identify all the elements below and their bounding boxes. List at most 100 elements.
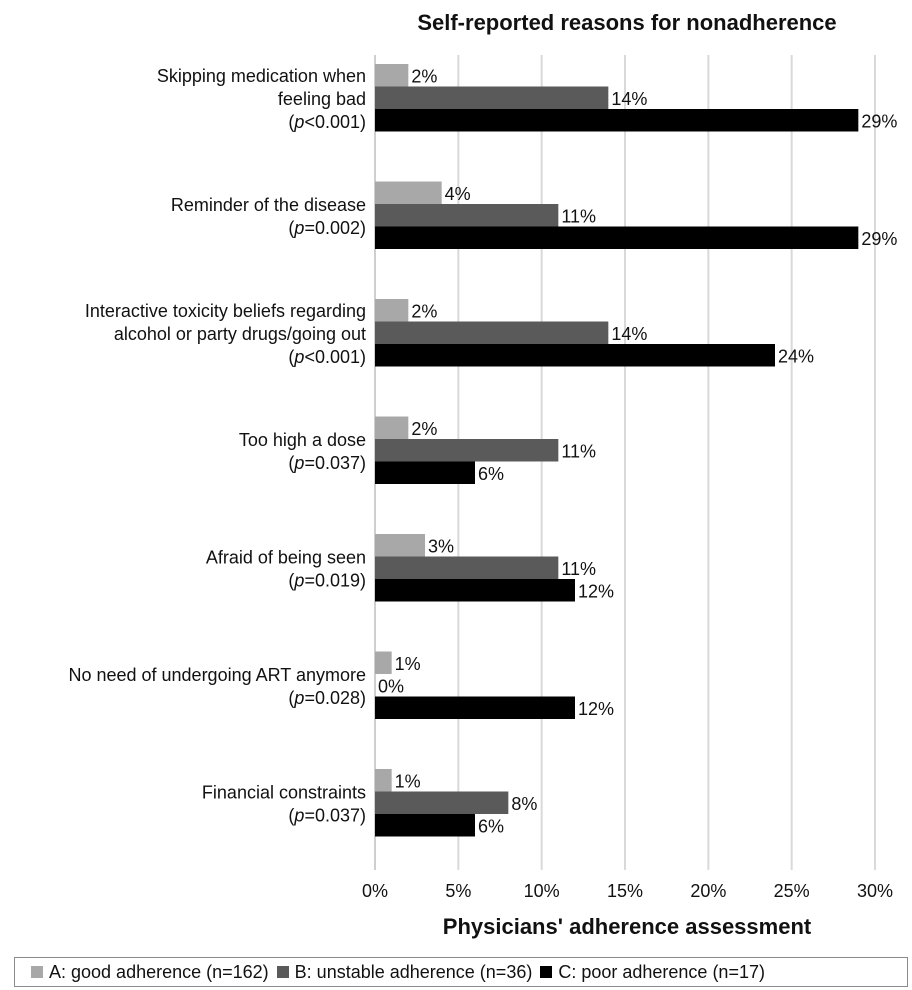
- legend-swatch: [31, 966, 43, 978]
- p-value-open: (: [288, 453, 294, 473]
- category-label-line: Afraid of being seen: [206, 547, 366, 567]
- category-label-line: feeling bad: [278, 89, 366, 109]
- data-label: 8%: [511, 794, 537, 814]
- category-label: Interactive toxicity beliefs regarding al…: [85, 301, 366, 367]
- legend-item: A: good adherence (n=162): [31, 962, 269, 983]
- data-label: 14%: [611, 324, 647, 344]
- x-tick-label: 5%: [445, 881, 471, 901]
- x-tick-labels: 0% 5% 10% 15% 20% 25% 30%: [362, 881, 893, 901]
- x-tick-label: 30%: [857, 881, 893, 901]
- p-value-symbol: p: [293, 570, 304, 590]
- legend-swatch: [276, 966, 289, 978]
- legend-item: B: unstable adherence (n=36): [276, 961, 533, 983]
- data-label: 11%: [561, 441, 596, 461]
- data-label: 12%: [578, 581, 614, 601]
- p-value: <0.001): [304, 112, 366, 132]
- p-value-open: (: [288, 112, 294, 132]
- data-label: 24%: [778, 346, 814, 366]
- data-label: 12%: [578, 699, 614, 719]
- data-label: 0%: [378, 676, 404, 696]
- bar: [375, 321, 609, 344]
- bar: [375, 181, 442, 204]
- x-axis-title: Physicians' adherence assessment: [443, 914, 812, 939]
- p-value: =0.019): [304, 570, 366, 590]
- p-value-symbol: p: [293, 805, 304, 825]
- data-label: 2%: [411, 66, 437, 86]
- data-label: 14%: [611, 89, 647, 109]
- legend: A: good adherence (n=162) B: unstable adh…: [14, 957, 908, 987]
- legend-label: A: good adherence (n=162): [49, 961, 269, 982]
- chart-title: Self-reported reasons for nonadherence: [417, 10, 836, 35]
- legend-item: C: poor adherence (n=17): [540, 962, 765, 983]
- bar: [375, 226, 859, 249]
- p-value-symbol: p: [293, 218, 304, 238]
- data-label: 6%: [478, 816, 504, 836]
- bar: [375, 556, 559, 579]
- legend-label: B: unstable adherence (n=36): [294, 961, 533, 982]
- data-label: 11%: [561, 206, 596, 226]
- p-value: <0.001): [304, 347, 366, 367]
- bar: [375, 344, 775, 367]
- x-tick-label: 10%: [524, 881, 560, 901]
- p-value: =0.037): [304, 805, 366, 825]
- bar: [375, 579, 575, 602]
- p-value-symbol: p: [293, 347, 304, 367]
- bar: [375, 109, 859, 132]
- bars: 2%14%29%4%11%29%2%14%24%2%11%6%3%11%12%1…: [375, 64, 897, 837]
- bar: [375, 696, 575, 719]
- category-label-line: No need of undergoing ART anymore: [68, 665, 366, 685]
- data-label: 2%: [411, 301, 437, 321]
- bar: [375, 299, 409, 322]
- p-value: =0.037): [304, 453, 366, 473]
- p-value-open: (: [288, 347, 294, 367]
- x-tick-label: 0%: [362, 881, 388, 901]
- category-label-line: Reminder of the disease: [171, 195, 366, 215]
- category-label-line: Too high a dose: [239, 430, 366, 450]
- category-label-line: alcohol or party drugs/going out: [114, 324, 366, 344]
- bar: [375, 86, 609, 109]
- data-label: 1%: [395, 654, 421, 674]
- bar: [375, 416, 409, 439]
- data-label: 1%: [395, 771, 421, 791]
- p-value-symbol: p: [293, 112, 304, 132]
- legend-swatch: [540, 966, 553, 978]
- p-value-symbol: p: [293, 453, 304, 473]
- x-tick-label: 15%: [607, 881, 643, 901]
- category-label: No need of undergoing ART anymore (p=0.02…: [68, 665, 366, 708]
- p-value: =0.002): [304, 218, 366, 238]
- category-label: Skipping medication when feeling bad (p<0.…: [157, 66, 366, 132]
- bar: [375, 64, 409, 87]
- bar: [375, 791, 509, 814]
- p-value-open: (: [288, 688, 294, 708]
- data-label: 2%: [411, 419, 437, 439]
- bar: [375, 439, 559, 462]
- bar: [375, 651, 392, 674]
- p-value-open: (: [288, 570, 294, 590]
- x-tick-label: 25%: [774, 881, 810, 901]
- p-value-open: (: [288, 805, 294, 825]
- bar: [375, 769, 392, 792]
- legend-label: C: poor adherence (n=17): [558, 961, 765, 982]
- x-tick-label: 20%: [690, 881, 726, 901]
- category-label-line: Financial constraints: [202, 782, 366, 802]
- data-label: 11%: [561, 559, 596, 579]
- bar: [375, 814, 475, 837]
- category-label-line: Interactive toxicity beliefs regarding: [85, 301, 366, 321]
- p-value-symbol: p: [293, 688, 304, 708]
- category-label-line: Skipping medication when: [157, 66, 366, 86]
- data-label: 29%: [861, 229, 897, 249]
- bar: [375, 461, 475, 484]
- bar: [375, 204, 559, 227]
- chart: Self-reported reasons for nonadherence 2…: [68, 10, 897, 939]
- category-label: Reminder of the disease (p=0.002): [171, 195, 366, 238]
- data-label: 6%: [478, 464, 504, 484]
- category-label: Too high a dose (p=0.037): [239, 430, 366, 473]
- p-value: =0.028): [304, 688, 366, 708]
- data-label: 3%: [428, 536, 454, 556]
- category-label: Financial constraints (p=0.037): [202, 782, 366, 825]
- bar: [375, 534, 425, 557]
- p-value-open: (: [288, 218, 294, 238]
- category-label: Afraid of being seen (p=0.019): [206, 547, 366, 590]
- category-labels: Skipping medication when feeling bad (p<0.…: [68, 66, 366, 826]
- data-label: 4%: [445, 184, 471, 204]
